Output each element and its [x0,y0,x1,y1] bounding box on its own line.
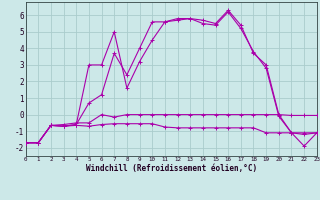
X-axis label: Windchill (Refroidissement éolien,°C): Windchill (Refroidissement éolien,°C) [86,164,257,173]
